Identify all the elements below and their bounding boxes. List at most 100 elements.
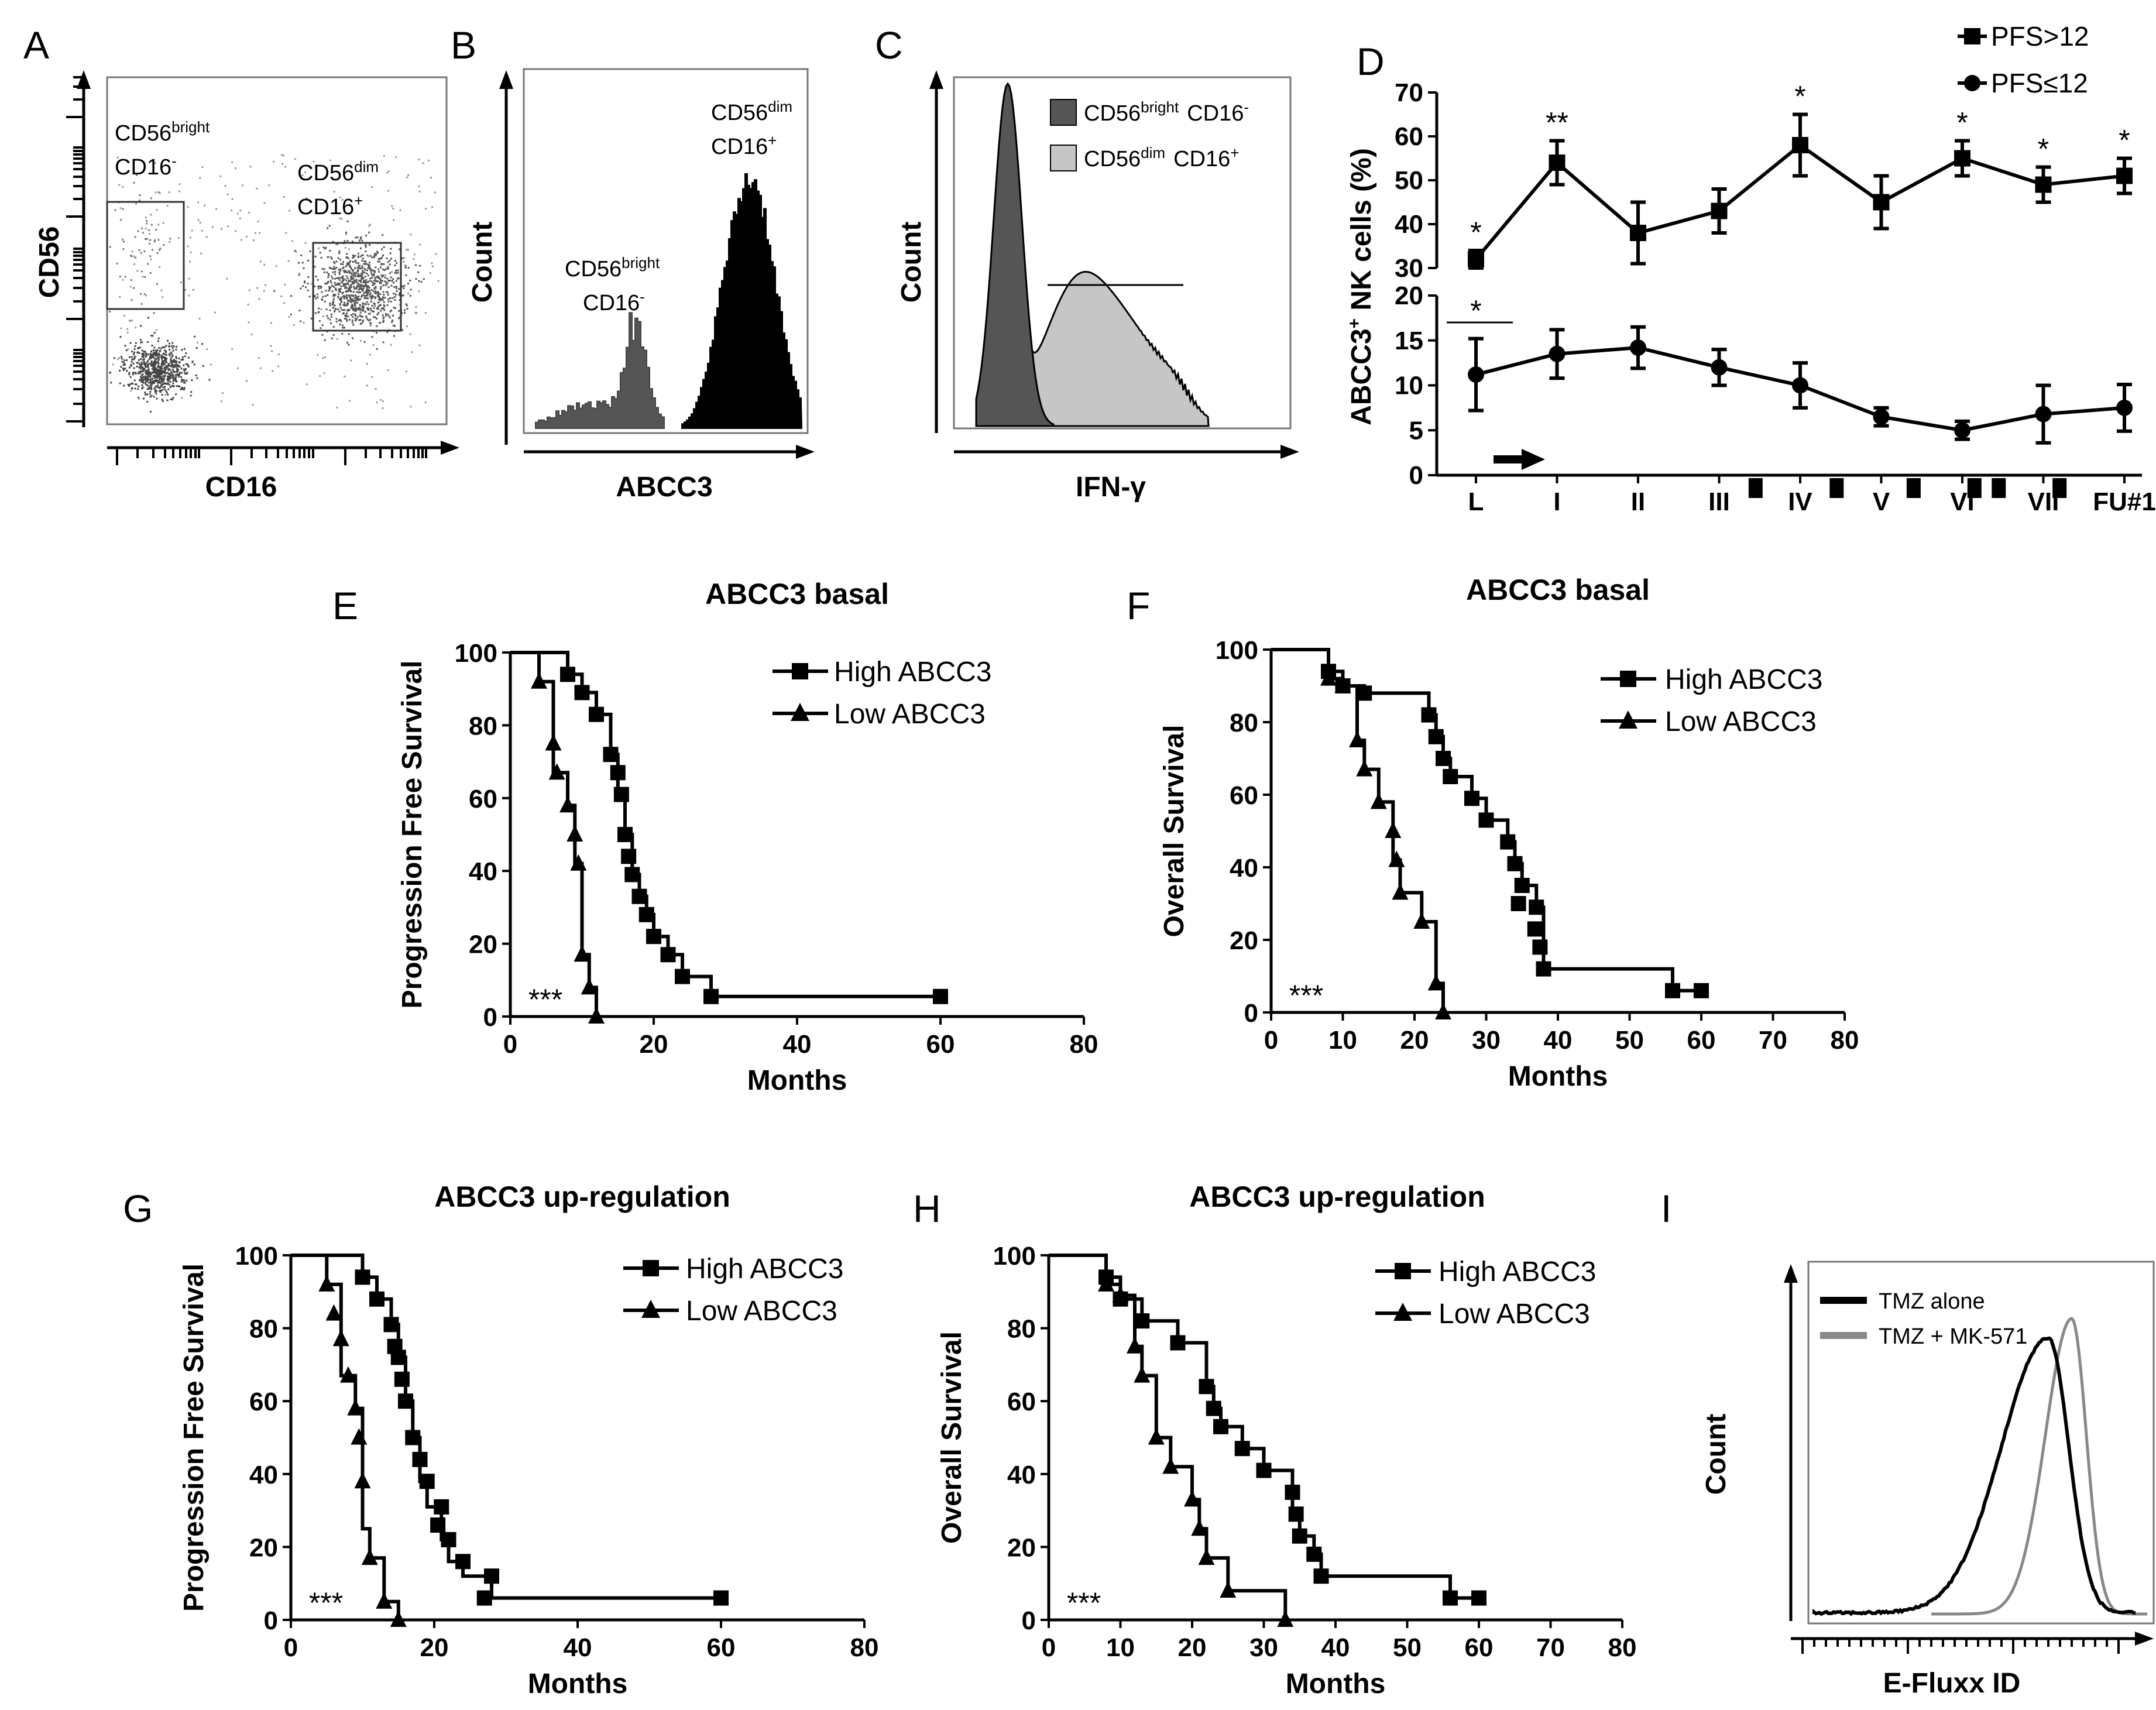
event-dot: [237, 367, 239, 369]
event-dot: [410, 289, 412, 291]
y-tick-label: 10: [1395, 372, 1423, 400]
low-abcc3-marker: [588, 1007, 605, 1024]
event-dot: [157, 239, 160, 241]
event-dot: [137, 348, 139, 349]
event-dot: [369, 255, 372, 257]
event-dot: [120, 356, 122, 358]
event-dot: [147, 360, 149, 362]
event-dot: [363, 279, 365, 281]
event-dot: [365, 235, 368, 236]
event-dot: [173, 376, 175, 378]
event-dot: [404, 265, 407, 267]
event-dot: [383, 246, 385, 248]
event-dot: [190, 251, 192, 253]
x-tick-label: 0: [284, 1633, 298, 1662]
event-dot: [345, 271, 347, 273]
event-dot: [145, 375, 146, 377]
event-dot: [145, 353, 147, 355]
y-tick-label: 80: [1007, 1315, 1036, 1344]
event-dot: [329, 249, 331, 252]
low-abcc3-marker: [1198, 1548, 1215, 1565]
event-dot: [383, 154, 385, 157]
event-dot: [161, 399, 163, 401]
event-dot: [355, 287, 358, 290]
legend-swatch-dim: [1050, 145, 1077, 171]
event-dot: [334, 284, 337, 286]
event-dot: [342, 279, 345, 281]
event-dot: [320, 287, 322, 289]
x-tick-label: 70: [1759, 1026, 1787, 1055]
event-dot: [379, 281, 381, 283]
event-dot: [352, 294, 354, 297]
event-dot: [331, 304, 334, 305]
event-dot: [349, 204, 351, 206]
event-dot: [186, 373, 188, 375]
pfs-high-marker: [1792, 137, 1808, 153]
event-dot: [389, 259, 391, 262]
event-dot: [331, 284, 334, 287]
event-dot: [382, 299, 384, 301]
event-dot: [156, 352, 158, 355]
event-dot: [109, 372, 111, 374]
event-dot: [361, 259, 363, 262]
event-dot: [175, 348, 177, 351]
event-dot: [130, 365, 132, 367]
event-dot: [132, 373, 134, 376]
event-dot: [387, 261, 389, 263]
event-dot: [370, 298, 373, 300]
event-dot: [356, 318, 358, 321]
event-dot: [366, 269, 368, 272]
peak-bright-label: CD56bright: [565, 254, 660, 281]
event-dot: [169, 380, 171, 383]
event-dot: [349, 280, 351, 282]
event-dot: [366, 286, 368, 289]
event-dot: [247, 303, 249, 305]
event-dot: [235, 167, 237, 170]
event-dot: [392, 320, 394, 322]
event-dot: [162, 375, 164, 377]
event-dot: [141, 349, 143, 352]
event-dot: [151, 355, 153, 357]
event-dot: [315, 275, 317, 277]
event-dot: [354, 273, 356, 276]
event-dot: [391, 280, 393, 282]
event-dot: [323, 271, 325, 273]
event-dot: [165, 353, 167, 356]
event-dot: [371, 256, 373, 259]
event-dot: [431, 206, 433, 208]
event-dot: [350, 298, 352, 300]
event-dot: [166, 358, 167, 359]
event-dot: [345, 275, 348, 277]
event-dot: [390, 257, 393, 260]
event-dot: [403, 257, 406, 259]
event-dot: [328, 267, 331, 269]
event-dot: [135, 383, 136, 386]
event-dot: [138, 371, 140, 373]
event-dot: [172, 349, 174, 352]
high-abcc3-marker: [1256, 1462, 1272, 1478]
event-dot: [118, 184, 121, 186]
event-dot: [154, 352, 156, 354]
event-dot: [382, 280, 383, 282]
event-dot: [135, 202, 137, 205]
pfs-high-marker: [1468, 251, 1484, 267]
event-dot: [362, 320, 364, 322]
event-dot: [356, 315, 359, 318]
low-abcc3-marker: [1098, 1275, 1114, 1292]
event-dot: [383, 294, 385, 296]
event-dot: [116, 156, 119, 159]
event-dot: [155, 393, 157, 395]
event-dot: [231, 161, 234, 163]
event-dot: [157, 361, 159, 363]
event-dot: [353, 297, 356, 299]
event-dot: [176, 360, 178, 363]
event-dot: [156, 386, 159, 389]
event-dot: [294, 158, 296, 160]
event-dot: [320, 327, 322, 329]
event-dot: [162, 389, 164, 391]
event-dot: [395, 270, 397, 272]
significance-label: *: [1470, 216, 1481, 249]
event-dot: [156, 368, 159, 370]
event-dot: [372, 344, 375, 346]
